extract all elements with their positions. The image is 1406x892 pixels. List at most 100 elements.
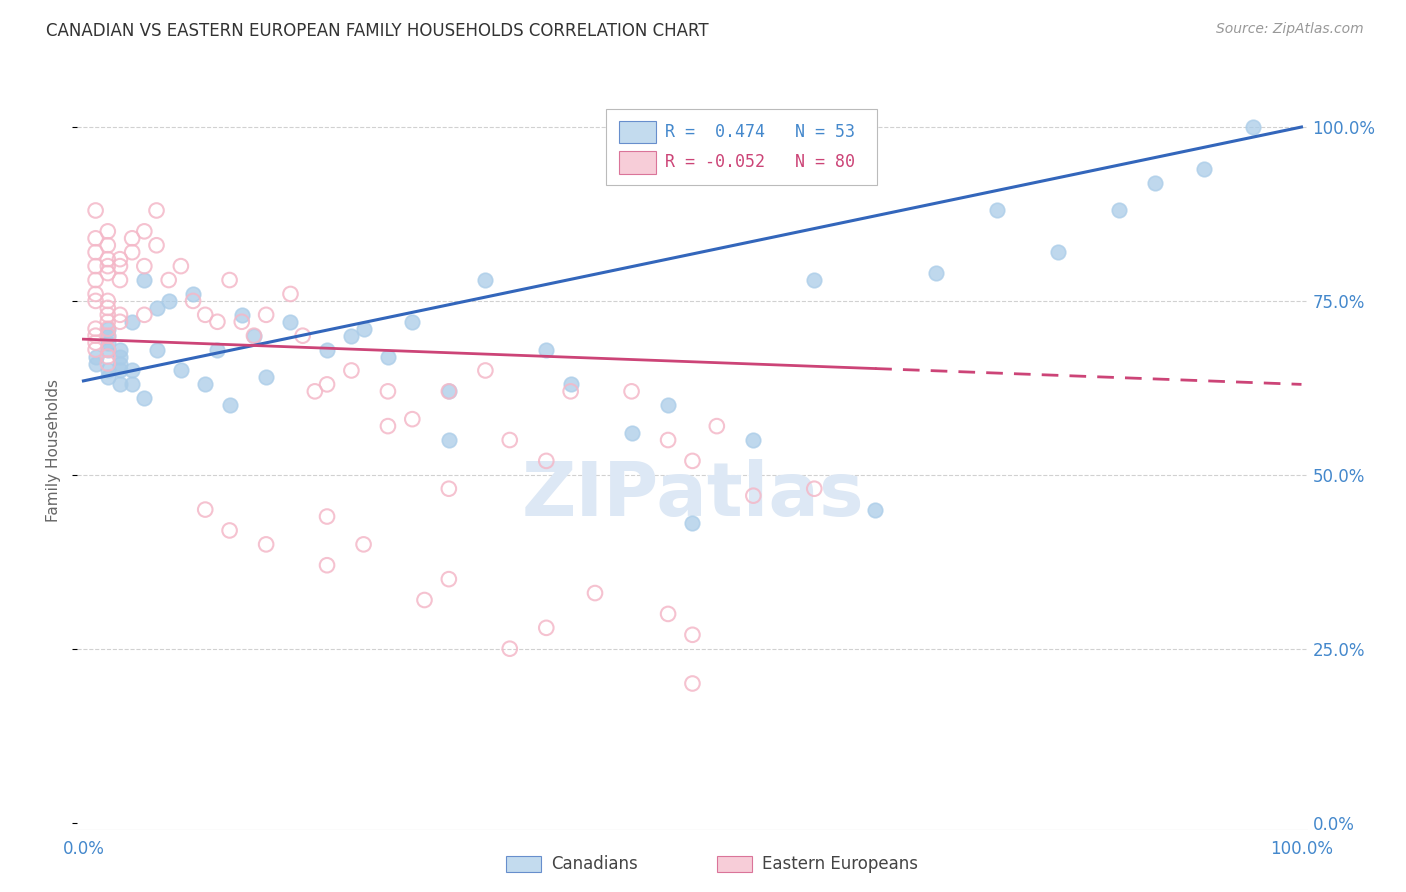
Point (108, 357, 131, 371)
Point (97, 363, 120, 377)
Point (84, 343, 107, 357)
Point (97, 238, 120, 252)
Point (121, 231, 143, 245)
Point (207, 315, 229, 329)
Text: Canadians: Canadians (551, 855, 638, 873)
Point (340, 328, 363, 343)
Point (413, 593, 436, 607)
Point (231, 308, 253, 322)
Point (218, 524, 240, 538)
Point (742, 433, 765, 447)
Bar (606, 109, 877, 186)
Point (97, 357, 120, 371)
Point (316, 377, 339, 392)
Point (377, 419, 399, 434)
Point (316, 558, 339, 573)
Point (803, 482, 825, 496)
Point (108, 343, 131, 357)
Point (84, 287, 107, 301)
Point (682, 454, 704, 468)
Point (97, 335, 120, 350)
Point (97, 308, 120, 322)
Point (194, 377, 217, 392)
Point (108, 350, 131, 364)
Point (231, 315, 253, 329)
Point (218, 273, 240, 287)
Point (134, 273, 156, 287)
Point (97, 328, 120, 343)
Point (401, 315, 423, 329)
Point (97, 322, 120, 336)
Point (377, 350, 399, 364)
Point (340, 363, 363, 377)
Point (218, 398, 240, 412)
Point (84, 322, 107, 336)
Point (84, 335, 107, 350)
Point (121, 245, 143, 260)
Y-axis label: Family Households: Family Households (46, 379, 62, 522)
Point (97, 322, 120, 336)
Point (97, 252, 120, 267)
Point (560, 377, 582, 392)
Point (657, 433, 679, 447)
Point (97, 315, 120, 329)
Point (170, 363, 193, 377)
Point (1108, 203, 1130, 218)
Point (97, 224, 120, 238)
Point (157, 293, 180, 308)
Point (84, 328, 107, 343)
Point (742, 489, 765, 503)
Text: Eastern Europeans: Eastern Europeans (762, 855, 918, 873)
Point (134, 392, 156, 406)
Point (254, 537, 277, 551)
Point (583, 586, 606, 600)
Point (437, 433, 460, 447)
Point (682, 676, 704, 690)
Point (657, 398, 679, 412)
Point (84, 273, 107, 287)
Point (1241, 120, 1264, 134)
Point (108, 252, 131, 267)
Point (803, 273, 825, 287)
Point (316, 509, 339, 524)
Point (437, 384, 460, 399)
Point (145, 203, 167, 218)
Point (863, 502, 886, 516)
Point (84, 259, 107, 273)
Point (108, 308, 131, 322)
Point (121, 363, 143, 377)
Point (437, 384, 460, 399)
Point (401, 412, 423, 426)
Point (181, 293, 204, 308)
Point (97, 293, 120, 308)
Point (194, 502, 217, 516)
Point (145, 301, 167, 315)
Point (145, 238, 167, 252)
Point (560, 384, 582, 399)
Point (437, 572, 460, 586)
Point (108, 273, 131, 287)
Point (134, 224, 156, 238)
Text: Source: ZipAtlas.com: Source: ZipAtlas.com (1216, 22, 1364, 37)
Point (536, 343, 558, 357)
Point (353, 322, 375, 336)
Point (353, 537, 375, 551)
Point (134, 259, 156, 273)
Point (170, 259, 193, 273)
Point (181, 287, 204, 301)
Point (97, 343, 120, 357)
Point (97, 259, 120, 273)
Point (207, 343, 229, 357)
Point (157, 273, 180, 287)
Text: ZIPatlas: ZIPatlas (522, 459, 863, 533)
Point (499, 433, 522, 447)
Point (316, 343, 339, 357)
Point (1192, 161, 1215, 176)
Point (499, 641, 522, 656)
Point (254, 370, 277, 384)
Point (536, 621, 558, 635)
Point (84, 357, 107, 371)
Point (291, 328, 314, 343)
Point (620, 384, 643, 399)
Point (474, 363, 496, 377)
